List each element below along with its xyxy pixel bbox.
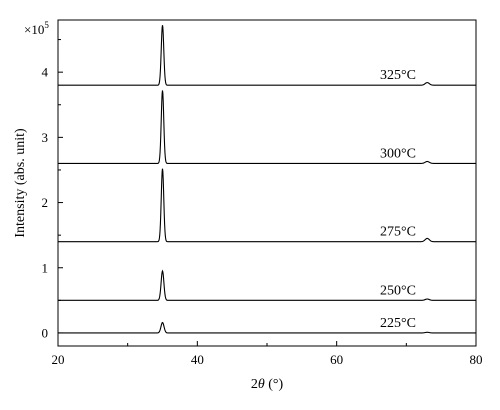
series-line — [58, 321, 476, 334]
x-label-unit: (°) — [265, 377, 284, 392]
x-tick-label: 20 — [52, 352, 65, 367]
series-layer — [58, 25, 476, 334]
series-line — [58, 168, 476, 243]
y-tick-label: 3 — [42, 130, 49, 145]
series-label: 325°C — [380, 68, 416, 83]
x-axis-ticks: 20 40 60 80 — [52, 341, 483, 367]
y-tick-label: 4 — [42, 65, 49, 80]
series-label: 300°C — [380, 146, 416, 161]
y-axis-multiplier: ×105 — [24, 20, 49, 37]
series-line — [58, 90, 476, 164]
y-axis-ticks: 0 1 2 3 4 — [42, 39, 63, 340]
y-multiplier-exponent: 5 — [44, 20, 49, 30]
series-label: 225°C — [380, 316, 416, 331]
x-label-prefix: 2 — [251, 377, 258, 392]
x-tick-label: 60 — [330, 352, 343, 367]
x-axis-label: 2θ (°) — [251, 377, 284, 392]
series-label: 275°C — [380, 225, 416, 240]
x-tick-label: 80 — [470, 352, 483, 367]
x-label-symbol: θ — [258, 377, 265, 392]
y-tick-label: 0 — [42, 325, 49, 340]
y-tick-label: 2 — [42, 195, 49, 210]
series-line — [58, 25, 476, 86]
series-label: 250°C — [380, 283, 416, 298]
y-tick-label: 1 — [42, 260, 49, 275]
y-axis-label: Intensity (abs. unit) — [13, 128, 28, 238]
series-labels: 225°C 250°C 275°C 300°C 325°C — [380, 68, 416, 331]
x-tick-label: 40 — [191, 352, 204, 367]
series-line — [58, 269, 476, 301]
y-multiplier-base: ×10 — [24, 22, 44, 37]
